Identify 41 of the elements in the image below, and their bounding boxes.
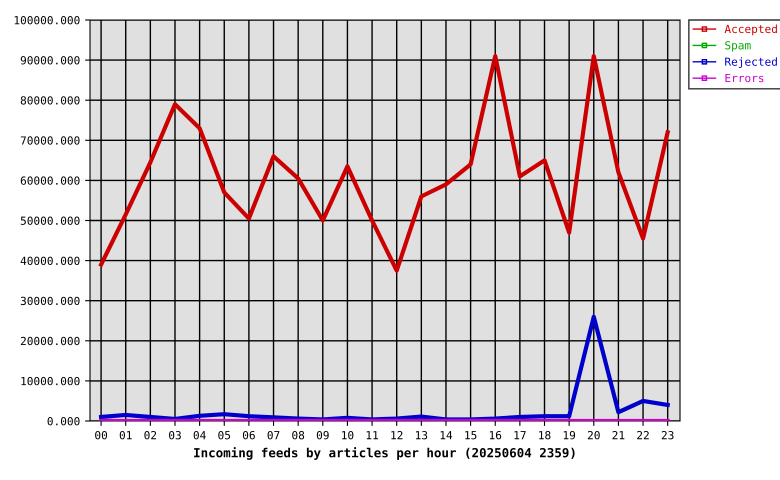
x-tick-label: 04 (194, 430, 206, 440)
x-tick-label: 16 (490, 430, 502, 440)
legend-label: Errors (725, 74, 764, 82)
x-tick-label: 07 (268, 430, 280, 440)
y-tick-label: 70000.000 (20, 136, 80, 145)
y-tick-label: 0.000 (48, 417, 80, 426)
y-tick-label: 10000.000 (21, 376, 80, 386)
y-tick-label: 20000.000 (20, 336, 80, 346)
x-tick-label: 01 (120, 430, 132, 440)
legend-label: Rejected (725, 57, 777, 68)
x-tick-label: 10 (342, 430, 354, 440)
y-tick-label: 40000.000 (20, 256, 80, 266)
legend-label: Spam (725, 41, 751, 52)
x-tick-label: 11 (366, 431, 378, 440)
y-tick-label: 50000.000 (20, 216, 80, 225)
x-tick-label: 20 (588, 430, 600, 440)
x-tick-label: 22 (637, 430, 649, 440)
y-tick-label: 100000.000 (14, 16, 80, 24)
x-tick-label: 12 (391, 430, 402, 440)
x-tick-label: 03 (169, 430, 181, 440)
x-tick-label: 15 (465, 431, 476, 440)
x-tick-label: 17 (514, 431, 526, 440)
legend-label: Accepted (724, 24, 777, 36)
x-tick-label: 06 (242, 430, 255, 440)
x-axis-title: Incoming feeds by articles per hour (20250604 2359) (194, 447, 575, 460)
line-series (99, 54, 670, 273)
x-tick-label: 08 (292, 430, 304, 440)
x-tick-label: 23 (662, 430, 674, 440)
y-tick-label: 80000.000 (20, 96, 80, 105)
x-tick-label: 19 (564, 430, 576, 440)
x-tick-label: 02 (144, 430, 156, 440)
x-tick-label: 13 (416, 430, 428, 440)
x-tick-label: 21 (612, 430, 624, 440)
y-tick-label: 60000.000 (20, 176, 80, 185)
x-tick-label: 09 (316, 430, 329, 440)
x-tick-label: 05 (218, 430, 230, 440)
y-tick-label: 90000.000 (20, 56, 80, 65)
x-tick-label: 00 (95, 430, 108, 440)
x-tick-label: 14 (440, 431, 452, 440)
y-tick-label: 30000.000 (20, 296, 80, 306)
x-tick-label: 18 (539, 430, 550, 440)
